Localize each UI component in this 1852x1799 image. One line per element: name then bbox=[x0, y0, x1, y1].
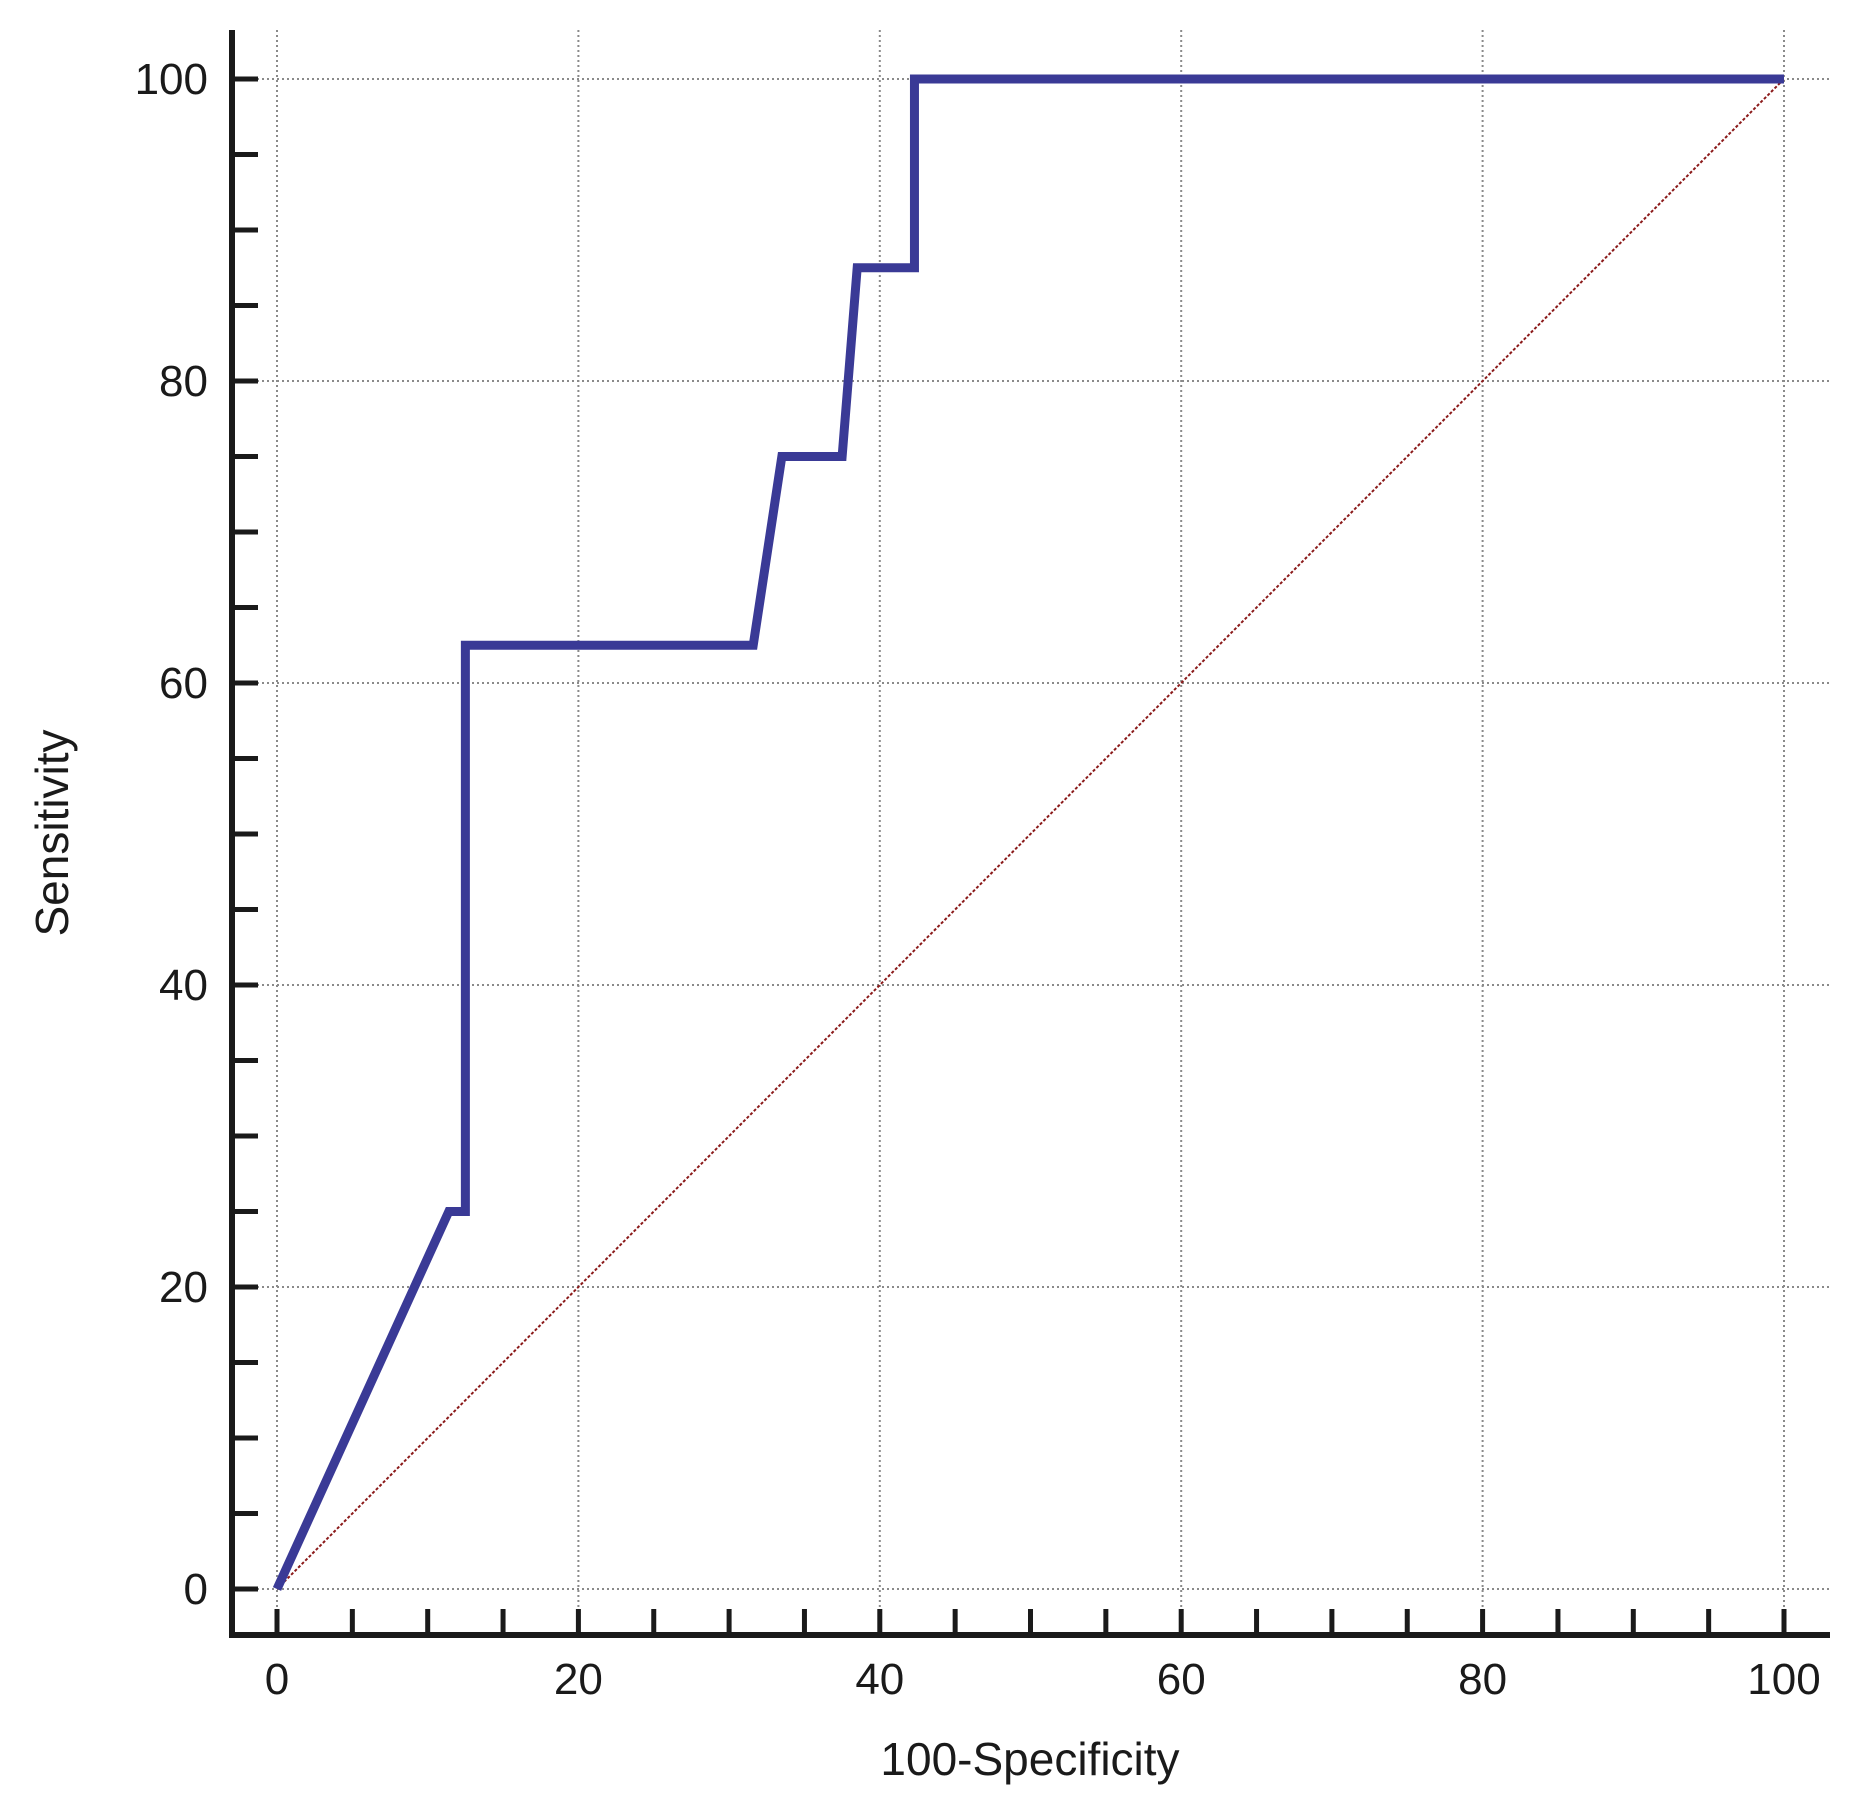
x-tick-label: 40 bbox=[855, 1655, 904, 1704]
x-tick-label: 0 bbox=[265, 1655, 289, 1704]
y-tick-label: 20 bbox=[159, 1263, 208, 1312]
minor-ticks bbox=[232, 76, 1787, 1635]
x-tick-label: 100 bbox=[1747, 1655, 1820, 1704]
tick-labels: 0 20 40 60 80 100 0 20 40 60 80 100 bbox=[135, 55, 1821, 1704]
y-tick-label: 60 bbox=[159, 659, 208, 708]
y-tick-label: 0 bbox=[184, 1565, 208, 1614]
axes bbox=[229, 30, 1830, 1638]
y-axis-title: Sensitivity bbox=[26, 729, 78, 936]
series-layer bbox=[272, 74, 1785, 1591]
y-tick-label: 100 bbox=[135, 55, 208, 104]
roc-curve-line bbox=[272, 74, 1784, 1591]
y-tick-label: 80 bbox=[159, 357, 208, 406]
reference-diagonal-line bbox=[276, 78, 1785, 1590]
y-tick-label: 40 bbox=[159, 961, 208, 1010]
x-tick-label: 20 bbox=[554, 1655, 603, 1704]
x-tick-label: 80 bbox=[1458, 1655, 1507, 1704]
x-axis-title: 100-Specificity bbox=[880, 1733, 1179, 1785]
x-tick-label: 60 bbox=[1157, 1655, 1206, 1704]
